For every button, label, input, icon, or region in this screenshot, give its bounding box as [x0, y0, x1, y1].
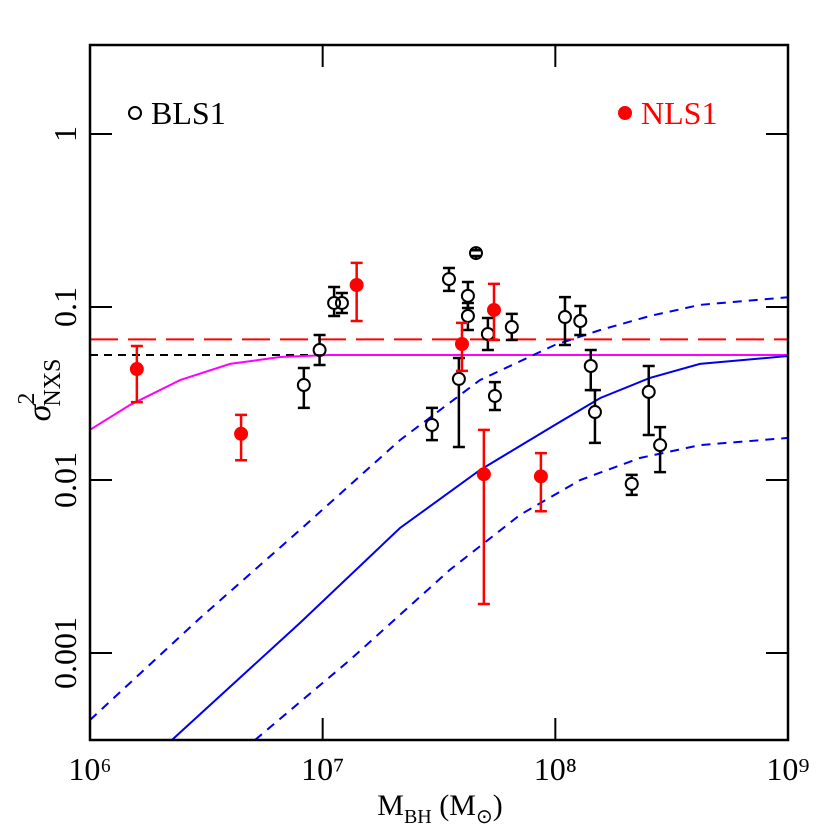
error-bar: [625, 473, 638, 497]
legend-marker: [618, 106, 632, 120]
x-tick-label: 10⁸: [534, 751, 577, 787]
y-label-sup: 2: [14, 393, 40, 405]
point: [487, 388, 502, 403]
x-label-part: BH: [404, 806, 432, 828]
point: [296, 378, 311, 393]
point: [641, 384, 656, 399]
x-tick-label: 10⁷: [301, 751, 344, 787]
legend-label: BLS1: [151, 95, 226, 131]
error-bar: [328, 285, 341, 318]
error-bar: [297, 366, 310, 410]
point: [424, 417, 439, 432]
x-tick-label: 10⁹: [766, 751, 809, 787]
point: [460, 309, 475, 324]
model-line: [90, 296, 788, 721]
error-bar: [425, 406, 438, 442]
point: [573, 313, 588, 328]
error-bar: [558, 295, 571, 347]
point: [234, 426, 249, 441]
y-label-sub: NXS: [40, 359, 66, 407]
point: [468, 246, 483, 261]
point: [653, 438, 668, 453]
model-line: [90, 354, 788, 431]
error-bar: [130, 344, 143, 404]
error-bar: [584, 348, 597, 392]
point: [504, 320, 519, 335]
error-bar: [452, 356, 465, 449]
error-bar: [455, 321, 468, 373]
error-bar: [469, 247, 482, 260]
legend-marker: [128, 106, 142, 120]
point: [327, 295, 342, 310]
y-axis-label-text: σ2NXS: [14, 359, 66, 422]
error-bar: [488, 380, 501, 412]
error-bar: [477, 428, 490, 606]
point: [480, 327, 495, 342]
model-line: [254, 436, 788, 740]
y-tick-label-group: 0.1: [47, 287, 83, 327]
point: [557, 310, 572, 325]
point: [460, 288, 475, 303]
y-tick-label-group: 0.01: [47, 452, 83, 508]
error-bar: [574, 304, 587, 337]
y-tick-label: 0.1: [47, 287, 83, 327]
error-bar: [313, 333, 326, 367]
point: [334, 295, 349, 310]
model-line: [171, 355, 788, 740]
x-tick-label: 10⁶: [68, 751, 111, 787]
y-label-symbol: σ: [21, 403, 58, 421]
x-label-part: ⊙: [476, 806, 493, 828]
point: [312, 343, 327, 358]
x-label-part: (M: [432, 789, 476, 822]
y-tick-label: 0.01: [47, 452, 83, 508]
y-tick-label: 0.001: [47, 617, 83, 689]
error-bar: [481, 316, 494, 352]
error-bar: [235, 413, 248, 462]
error-bar: [654, 425, 667, 474]
error-bar: [505, 312, 518, 342]
x-label-part: ): [493, 789, 503, 822]
model-lines: [90, 296, 788, 740]
points: [129, 246, 668, 606]
point: [624, 476, 639, 491]
x-label-part: M: [377, 789, 404, 822]
error-bar: [588, 388, 601, 445]
legend-label: NLS1: [641, 95, 717, 131]
error-bar: [488, 282, 501, 342]
y-tick-label: 1: [47, 126, 83, 142]
error-bar: [350, 261, 363, 323]
error-bar: [461, 301, 474, 332]
point: [476, 467, 491, 482]
y-tick-label-group: 1: [47, 126, 83, 142]
error-bar: [442, 266, 455, 293]
error-bar: [642, 364, 655, 437]
point: [349, 278, 364, 293]
error-bar: [534, 451, 547, 513]
plot-frame: [88, 43, 790, 742]
y-axis-label: σ2NXS: [14, 359, 66, 422]
point: [451, 371, 466, 386]
point: [441, 272, 456, 287]
error-bar: [335, 291, 348, 315]
point: [583, 358, 598, 373]
point: [587, 405, 602, 420]
point: [487, 302, 502, 317]
point: [129, 362, 144, 377]
x-axis-label: MBH (M⊙): [377, 789, 502, 828]
point: [454, 337, 469, 352]
y-tick-label-group: 0.001: [47, 617, 83, 689]
point: [533, 469, 548, 484]
